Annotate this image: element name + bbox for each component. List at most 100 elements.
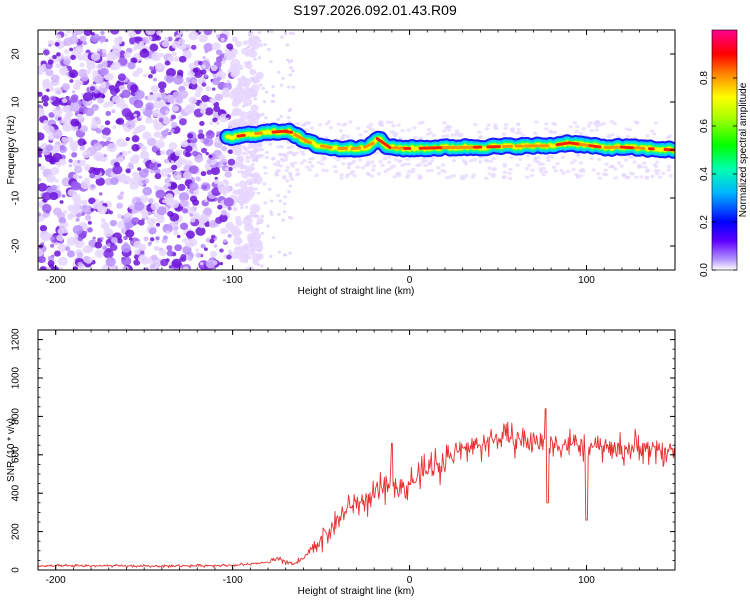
noise-blob <box>201 82 207 87</box>
noise-blob <box>125 137 130 142</box>
noise-blob <box>125 168 131 174</box>
noise-blob <box>227 249 232 253</box>
noise-blob <box>54 42 60 47</box>
noise-blob <box>203 137 214 147</box>
noise-blob <box>61 194 66 198</box>
noise-blob <box>59 145 68 153</box>
noise-blob <box>190 44 197 50</box>
noise-blob <box>238 245 246 252</box>
noise-speckle <box>269 212 274 216</box>
noise-blob <box>82 245 92 254</box>
noise-speckle <box>258 83 263 87</box>
trace-halo <box>378 160 383 164</box>
trace-halo <box>553 130 558 134</box>
trace-halo <box>263 171 269 175</box>
trace-halo <box>463 162 469 166</box>
noise-blob <box>69 47 74 52</box>
noise-blob <box>195 252 202 258</box>
noise-blob <box>227 149 233 155</box>
trace-halo <box>455 132 460 136</box>
trace-halo <box>296 172 301 176</box>
trace-halo <box>358 133 363 137</box>
noise-blob <box>42 192 52 201</box>
x-tick-label: 100 <box>578 275 595 286</box>
noise-blob <box>179 256 184 261</box>
noise-speckle <box>288 107 293 111</box>
trace-halo <box>613 176 618 180</box>
noise-blob <box>141 214 147 219</box>
trace-halo <box>411 167 416 171</box>
noise-blob <box>253 232 262 241</box>
trace-halo <box>328 125 334 130</box>
noise-blob <box>132 154 140 162</box>
noise-blob <box>93 142 103 152</box>
trace-halo <box>436 171 442 176</box>
noise-blob <box>127 61 136 70</box>
x-tick-label: -200 <box>46 575 66 586</box>
noise-blob <box>175 159 183 166</box>
trace-halo <box>368 123 374 127</box>
noise-blob <box>234 183 239 187</box>
noise-blob <box>220 209 227 216</box>
noise-blob <box>158 117 164 123</box>
noise-blob <box>115 98 126 108</box>
trace-halo <box>538 167 543 171</box>
noise-blob <box>213 105 221 112</box>
noise-blob <box>247 255 252 260</box>
trace-halo <box>400 129 405 133</box>
noise-blob <box>209 250 218 258</box>
noise-blob <box>183 81 190 87</box>
noise-blob <box>206 159 212 165</box>
noise-blob <box>109 30 120 35</box>
trace-halo <box>534 120 539 124</box>
noise-speckle <box>255 214 260 218</box>
snr-series <box>38 408 675 569</box>
trace-halo <box>633 175 639 179</box>
colorbar: 0.0 0.2 0.4 0.6 0.8 Normalized spectral ampl… <box>699 29 749 277</box>
noise-blob <box>184 30 190 33</box>
noise-blob <box>227 234 232 238</box>
noise-blob <box>54 87 63 95</box>
noise-blob <box>84 214 92 221</box>
noise-blob <box>204 221 211 228</box>
noise-blob <box>93 89 99 94</box>
noise-blob <box>103 249 114 259</box>
noise-blob <box>69 96 78 103</box>
noise-speckle <box>251 47 255 51</box>
noise-blob <box>173 230 179 236</box>
noise-blob <box>182 245 192 255</box>
noise-blob <box>208 154 213 159</box>
trace-halo <box>509 155 514 160</box>
trace-halo <box>586 124 591 128</box>
noise-blob <box>98 35 107 43</box>
noise-blob <box>171 258 182 269</box>
noise-blob <box>70 54 76 60</box>
noise-blob <box>166 167 172 173</box>
noise-blob <box>249 68 257 76</box>
noise-blob <box>99 124 105 130</box>
noise-blob <box>162 223 173 234</box>
noise-blob <box>187 237 198 247</box>
trace-halo <box>649 129 655 133</box>
noise-speckle <box>286 116 291 120</box>
trace-halo <box>428 131 433 135</box>
noise-blob <box>141 36 150 44</box>
trace-halo <box>619 164 624 168</box>
noise-blob <box>216 76 222 81</box>
colorbar-gradient <box>711 29 738 271</box>
trace-halo <box>625 134 630 138</box>
noise-blob <box>79 62 85 68</box>
noise-blob <box>165 75 175 83</box>
noise-blob <box>164 99 169 103</box>
noise-blob <box>154 173 162 180</box>
snr-y-label: SNR (10 * v/v) <box>6 418 17 482</box>
noise-blob <box>173 75 184 85</box>
y-tick-label: 0 <box>11 147 22 153</box>
noise-blob <box>176 174 182 179</box>
noise-speckle <box>256 262 261 266</box>
trace-halo <box>637 163 642 167</box>
noise-blob <box>205 130 215 139</box>
trace-halo <box>665 135 671 140</box>
noise-blob <box>198 186 202 190</box>
noise-blob <box>127 150 132 154</box>
